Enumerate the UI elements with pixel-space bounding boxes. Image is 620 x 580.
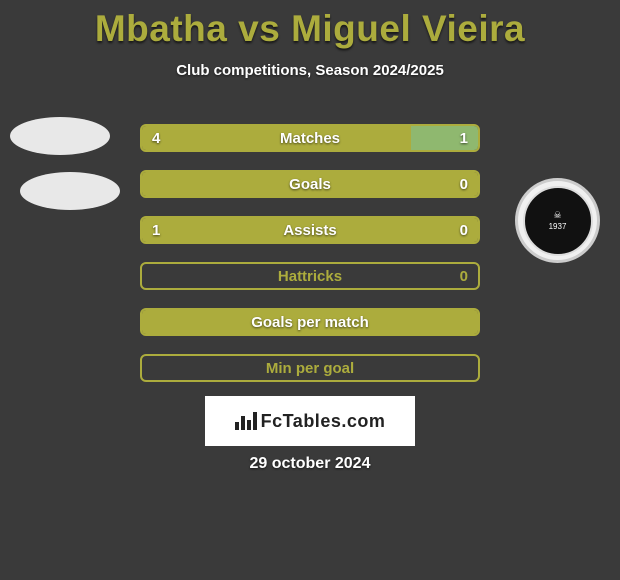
- stat-label: Goals per match: [142, 310, 478, 334]
- page-subtitle: Club competitions, Season 2024/2025: [0, 62, 620, 79]
- stat-row-hattricks: Hattricks 0: [140, 262, 480, 290]
- stat-label: Assists: [142, 218, 478, 242]
- player-left-avatar-2: [20, 172, 120, 210]
- stat-row-assists: 1 Assists 0: [140, 216, 480, 244]
- page-title: Mbatha vs Miguel Vieira: [0, 0, 620, 50]
- skull-crossbones-icon: ☠: [553, 211, 561, 220]
- stat-label: Hattricks: [142, 264, 478, 288]
- bar-chart-icon: [235, 412, 257, 430]
- stat-row-goals-per-match: Goals per match: [140, 308, 480, 336]
- fctables-logo: FcTables.com: [205, 396, 415, 446]
- stat-label: Min per goal: [142, 356, 478, 380]
- date-text: 29 october 2024: [0, 455, 620, 473]
- stat-row-matches: 4 Matches 1: [140, 124, 480, 152]
- badge-inner: ☠ 1937: [523, 186, 593, 256]
- stat-value-right: 0: [450, 264, 478, 288]
- stat-value-right: 1: [450, 126, 478, 150]
- stats-container: 4 Matches 1 Goals 0 1 Assists 0 Hattrick…: [140, 124, 480, 400]
- stat-label: Goals: [142, 172, 478, 196]
- stat-row-goals: Goals 0: [140, 170, 480, 198]
- stat-label: Matches: [142, 126, 478, 150]
- stat-value-right: 0: [450, 172, 478, 196]
- badge-year: 1937: [549, 222, 567, 231]
- stat-row-min-per-goal: Min per goal: [140, 354, 480, 382]
- player-left-avatar-1: [10, 117, 110, 155]
- logo-text: FcTables.com: [261, 411, 386, 432]
- player-right-badge: ☠ 1937: [515, 178, 600, 263]
- stat-value-right: 0: [450, 218, 478, 242]
